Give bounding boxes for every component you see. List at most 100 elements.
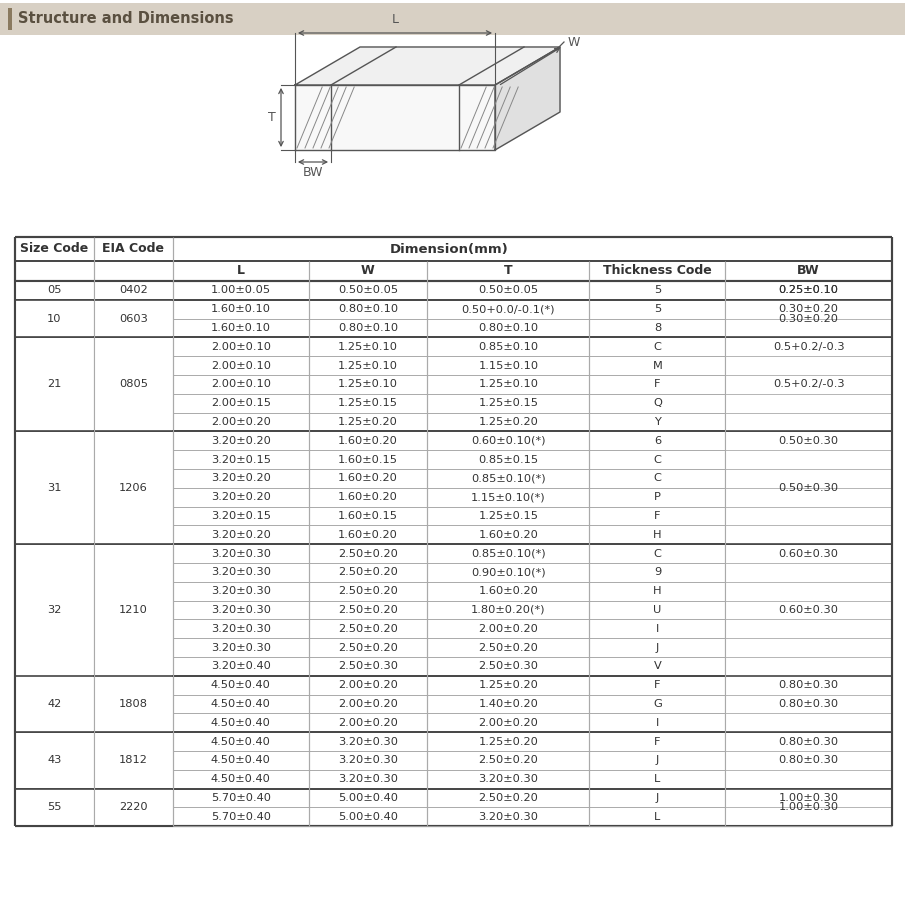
Text: 3.20±0.30: 3.20±0.30: [338, 774, 398, 785]
Text: 1.60±0.20: 1.60±0.20: [338, 529, 398, 539]
Text: 0.80±0.30: 0.80±0.30: [778, 737, 839, 747]
Text: 0.85±0.10(*): 0.85±0.10(*): [471, 473, 546, 483]
Text: 0.80±0.30: 0.80±0.30: [778, 699, 839, 709]
Text: 1.60±0.20: 1.60±0.20: [338, 492, 398, 502]
Bar: [15, 300, 93, 337]
Text: I: I: [656, 718, 659, 728]
Text: T: T: [268, 111, 276, 124]
Text: 0.60±0.30: 0.60±0.30: [778, 548, 839, 558]
Bar: [94, 545, 172, 675]
Text: 1210: 1210: [119, 605, 148, 615]
Text: 5.00±0.40: 5.00±0.40: [338, 793, 398, 803]
Text: 32: 32: [47, 605, 62, 615]
Bar: [8, 8, 12, 30]
Text: Dimension(mm): Dimension(mm): [390, 243, 509, 255]
Text: 0.50±0.30: 0.50±0.30: [778, 482, 839, 493]
Text: 4.50±0.40: 4.50±0.40: [211, 756, 271, 766]
Text: 0.5+0.2/-0.3: 0.5+0.2/-0.3: [773, 379, 844, 389]
Text: 0.30±0.20: 0.30±0.20: [778, 304, 839, 314]
Text: 0.50+0.0/-0.1(*): 0.50+0.0/-0.1(*): [462, 304, 555, 314]
Bar: [15, 237, 892, 826]
Text: 1.60±0.15: 1.60±0.15: [338, 511, 398, 521]
Text: L: L: [237, 264, 245, 278]
Text: 2.50±0.20: 2.50±0.20: [479, 756, 538, 766]
Bar: [726, 732, 891, 788]
Text: 1.60±0.20: 1.60±0.20: [338, 473, 398, 483]
Text: 1.60±0.15: 1.60±0.15: [338, 454, 398, 464]
Text: 1206: 1206: [119, 482, 148, 493]
Bar: [94, 300, 172, 337]
Text: C: C: [653, 342, 662, 352]
Bar: [15, 676, 93, 732]
Text: 0402: 0402: [119, 285, 148, 295]
Text: 0.85±0.15: 0.85±0.15: [478, 454, 538, 464]
Text: 5.70±0.40: 5.70±0.40: [211, 793, 271, 803]
Text: H: H: [653, 586, 662, 596]
Text: 1808: 1808: [119, 699, 148, 709]
Text: 2.00±0.20: 2.00±0.20: [479, 624, 538, 634]
Text: 3.20±0.30: 3.20±0.30: [211, 586, 271, 596]
Text: 3.20±0.30: 3.20±0.30: [338, 756, 398, 766]
Text: 3.20±0.30: 3.20±0.30: [211, 605, 271, 615]
Bar: [94, 432, 172, 544]
Text: 2.50±0.20: 2.50±0.20: [338, 624, 398, 634]
Text: 4.50±0.40: 4.50±0.40: [211, 737, 271, 747]
Text: 10: 10: [47, 314, 62, 324]
Text: 2.50±0.20: 2.50±0.20: [338, 643, 398, 653]
Bar: [94, 732, 172, 788]
Text: 1.25±0.10: 1.25±0.10: [338, 360, 398, 371]
Text: L: L: [654, 774, 661, 785]
Text: 2.50±0.20: 2.50±0.20: [338, 586, 398, 596]
Text: 4.50±0.40: 4.50±0.40: [211, 699, 271, 709]
Polygon shape: [495, 47, 560, 150]
Text: Y: Y: [654, 417, 661, 427]
Text: 0.80±0.10: 0.80±0.10: [478, 323, 538, 333]
Text: 1.15±0.10(*): 1.15±0.10(*): [471, 492, 546, 502]
Text: 8: 8: [653, 323, 661, 333]
Text: 1812: 1812: [119, 756, 148, 766]
Text: 5.70±0.40: 5.70±0.40: [211, 812, 271, 822]
Text: J: J: [656, 793, 659, 803]
Text: T: T: [504, 264, 512, 278]
Text: 1.60±0.20: 1.60±0.20: [338, 436, 398, 446]
Text: 2.00±0.10: 2.00±0.10: [211, 342, 271, 352]
Bar: [15, 432, 93, 544]
Text: 2.00±0.20: 2.00±0.20: [338, 699, 398, 709]
Bar: [94, 281, 172, 300]
Text: 1.25±0.10: 1.25±0.10: [338, 379, 398, 389]
Text: Q: Q: [653, 398, 662, 408]
Text: 1.25±0.15: 1.25±0.15: [479, 511, 538, 521]
Bar: [726, 545, 891, 675]
Bar: [726, 338, 891, 431]
Text: 2.00±0.20: 2.00±0.20: [211, 417, 271, 427]
Text: 2.00±0.10: 2.00±0.10: [211, 360, 271, 371]
Text: 1.25±0.20: 1.25±0.20: [479, 681, 538, 691]
Text: 0.5+0.2/-0.3: 0.5+0.2/-0.3: [773, 342, 844, 352]
Text: 1.00±0.05: 1.00±0.05: [211, 285, 271, 295]
Text: 55: 55: [47, 803, 62, 813]
Text: Size Code: Size Code: [20, 243, 89, 255]
Text: 0.25±0.10: 0.25±0.10: [778, 285, 839, 295]
Text: 2220: 2220: [119, 803, 148, 813]
Text: 2.00±0.20: 2.00±0.20: [338, 681, 398, 691]
Text: F: F: [654, 511, 661, 521]
Text: 9: 9: [653, 567, 661, 577]
Text: W: W: [361, 264, 375, 278]
Text: 0603: 0603: [119, 314, 148, 324]
Text: 2.00±0.20: 2.00±0.20: [338, 718, 398, 728]
Text: 2.00±0.20: 2.00±0.20: [479, 718, 538, 728]
Text: 3.20±0.15: 3.20±0.15: [211, 454, 271, 464]
Text: 1.25±0.15: 1.25±0.15: [338, 398, 398, 408]
Text: 1.60±0.10: 1.60±0.10: [211, 304, 271, 314]
Text: Thickness Code: Thickness Code: [603, 264, 711, 278]
Text: 0.90±0.10(*): 0.90±0.10(*): [471, 567, 546, 577]
Text: G: G: [653, 699, 662, 709]
Bar: [726, 432, 891, 544]
Text: 0.80±0.10: 0.80±0.10: [338, 323, 398, 333]
Text: 2.50±0.20: 2.50±0.20: [479, 643, 538, 653]
Text: 1.25±0.10: 1.25±0.10: [338, 342, 398, 352]
Text: 1.60±0.20: 1.60±0.20: [479, 586, 538, 596]
Text: 3.20±0.30: 3.20±0.30: [338, 737, 398, 747]
Text: U: U: [653, 605, 662, 615]
Text: 2.50±0.20: 2.50±0.20: [338, 567, 398, 577]
